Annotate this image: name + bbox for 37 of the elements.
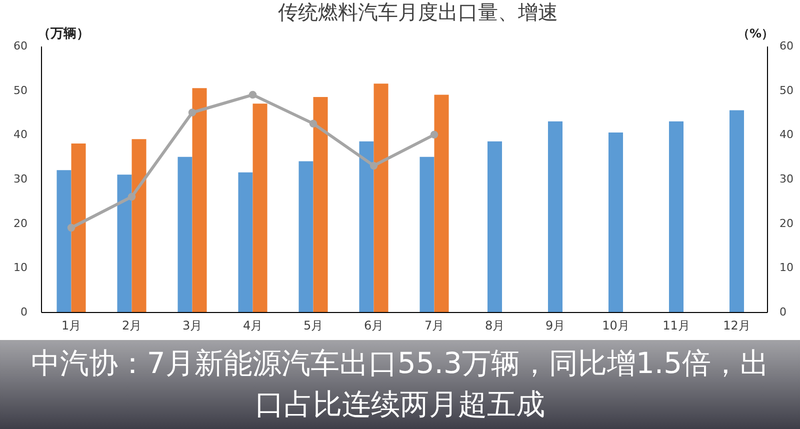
y2-tick-label: 10	[780, 261, 794, 274]
point	[309, 120, 318, 128]
y-tick-label: 0	[20, 306, 28, 318]
y-tick-label: 60	[14, 40, 28, 52]
x-tick-label: 4月	[242, 318, 263, 332]
y2-tick-label: 60	[780, 40, 794, 52]
y-tick-label: 30	[14, 172, 28, 186]
text: 中汽协：7月新能源汽车出口55.3万辆，同比增1.5倍，出口占比连续两月超五成	[30, 345, 770, 423]
x-tick-label: 3月	[182, 318, 202, 332]
point	[188, 108, 196, 116]
x-tick-label: 9月	[545, 318, 566, 332]
point	[128, 192, 136, 201]
point	[370, 162, 378, 170]
y2-tick-label: 0	[780, 306, 786, 318]
point	[248, 90, 257, 99]
x-tick-label: 8月	[484, 318, 505, 332]
x-tick-label: 11月	[662, 318, 690, 332]
x-tick-label: 12月	[723, 318, 750, 332]
chart-title: 传统燃料汽车月度出口量、增速	[278, 0, 558, 24]
y2-axis-title: （%）	[737, 26, 774, 40]
point	[430, 130, 438, 139]
x-tick-label: 10月	[602, 318, 630, 332]
y2-tick-label: 50	[780, 84, 794, 97]
point	[67, 224, 76, 232]
x-tick-label: 6月	[364, 318, 384, 332]
x-tick-label: 2月	[122, 318, 142, 332]
x-tick-label: 7月	[424, 318, 444, 332]
y-tick-label: 40	[14, 128, 28, 142]
y-axis-title: （万辆）	[38, 26, 90, 42]
y2-tick-label: 20	[780, 216, 794, 230]
x-tick-label: 1月	[61, 318, 82, 332]
y-tick-label: 10	[14, 261, 28, 274]
y-tick-label: 20	[14, 216, 28, 230]
y2-tick-label: 40	[780, 128, 794, 142]
x-tick-label: 5月	[303, 318, 324, 332]
y-tick-label: 50	[14, 84, 28, 97]
y2-tick-label: 30	[780, 172, 794, 186]
